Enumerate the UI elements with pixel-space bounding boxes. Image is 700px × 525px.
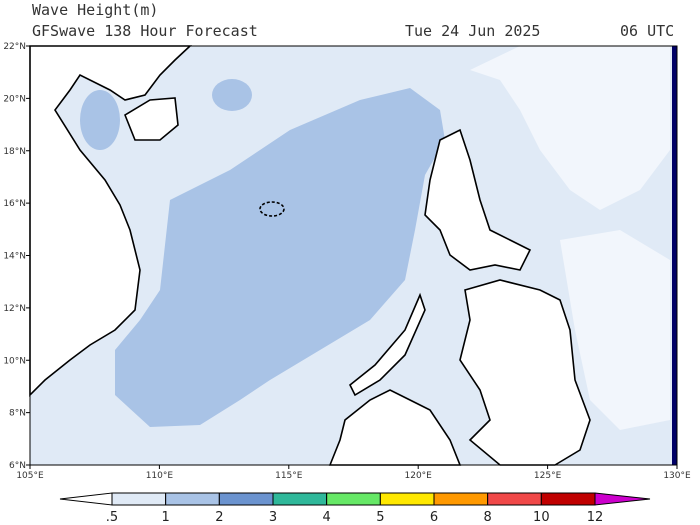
title: Wave Height(m): [32, 1, 158, 19]
lon-label: 125°E: [534, 471, 562, 481]
colorbar-label: 10: [533, 510, 550, 525]
southern-islands: [459, 279, 591, 466]
colorbar-box: [487, 492, 542, 506]
colorbar-label: 8: [484, 510, 492, 525]
colorbar-box: [165, 492, 220, 506]
wave-area: [115, 88, 445, 427]
colorbar-label: 6: [430, 510, 438, 525]
edge-bar: [672, 46, 677, 465]
date: Tue 24 Jun 2025: [405, 22, 540, 40]
lat-label: 12°N: [3, 304, 26, 314]
luzon: [424, 128, 532, 271]
hainan: [124, 97, 179, 141]
colorbar-label: 4: [323, 510, 331, 525]
colorbar-label: .5: [106, 510, 118, 525]
subtitle: GFSwave 138 Hour Forecast: [32, 22, 258, 40]
palawan: [348, 292, 426, 397]
colorbar-label: 12: [587, 510, 604, 525]
lat-label: 18°N: [3, 147, 26, 157]
colorbar-box: [540, 492, 596, 506]
map: [29, 45, 678, 466]
colorbar-box: [379, 492, 435, 506]
lon-label: 110°E: [146, 471, 174, 481]
lat-label: 20°N: [3, 94, 26, 104]
colorbar-box: [111, 492, 167, 506]
wave-area: [80, 90, 120, 150]
lat-label: 22°N: [3, 42, 26, 52]
reef: [259, 201, 285, 217]
lon-label: 120°E: [405, 471, 433, 481]
lat-label: 8°N: [9, 409, 26, 419]
lon-label: 105°E: [16, 471, 44, 481]
colorbar-label: 3: [269, 510, 277, 525]
colorbar-box: [326, 492, 381, 506]
colorbar-box: [272, 492, 328, 506]
colorbar-box: [218, 492, 274, 506]
colorbar-label: 1: [162, 510, 170, 525]
colorbar-label: 2: [215, 510, 223, 525]
mainland: [29, 45, 193, 397]
colorbar-label: 5: [376, 510, 384, 525]
colorbar-box: [433, 492, 489, 506]
lat-label: 10°N: [3, 356, 26, 366]
calm-area: [470, 46, 670, 210]
borneo: [328, 389, 462, 466]
wave-area: [212, 79, 252, 111]
time: 06 UTC: [620, 22, 674, 40]
lat-label: 6°N: [9, 461, 26, 471]
calm-area: [560, 230, 670, 430]
lon-label: 115°E: [275, 471, 303, 481]
colorbar-end: [59, 492, 113, 506]
lat-label: 14°N: [3, 252, 26, 262]
colorbar-end: [594, 492, 651, 506]
lat-label: 16°N: [3, 199, 26, 209]
lon-label: 130°E: [663, 471, 691, 481]
